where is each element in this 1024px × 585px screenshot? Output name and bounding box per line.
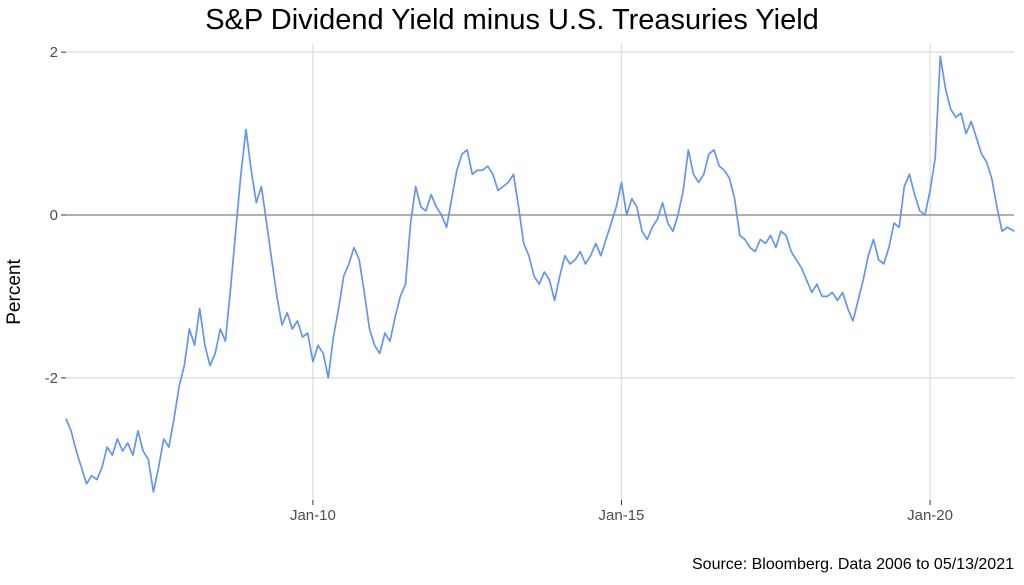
- chart-caption: Source: Bloomberg. Data 2006 to 05/13/20…: [692, 556, 1014, 573]
- x-tick-label-0: Jan-10: [290, 507, 336, 524]
- y-tick-label-2: 2: [50, 44, 58, 61]
- y-tick-label-0: -2: [45, 370, 58, 387]
- chart-title: S&P Dividend Yield minus U.S. Treasuries…: [205, 4, 819, 36]
- y-tick-label-1: 0: [50, 207, 58, 224]
- x-tick-label-1: Jan-15: [599, 507, 645, 524]
- series-line-0: [65, 55, 1015, 493]
- x-tick-label-2: Jan-20: [907, 507, 953, 524]
